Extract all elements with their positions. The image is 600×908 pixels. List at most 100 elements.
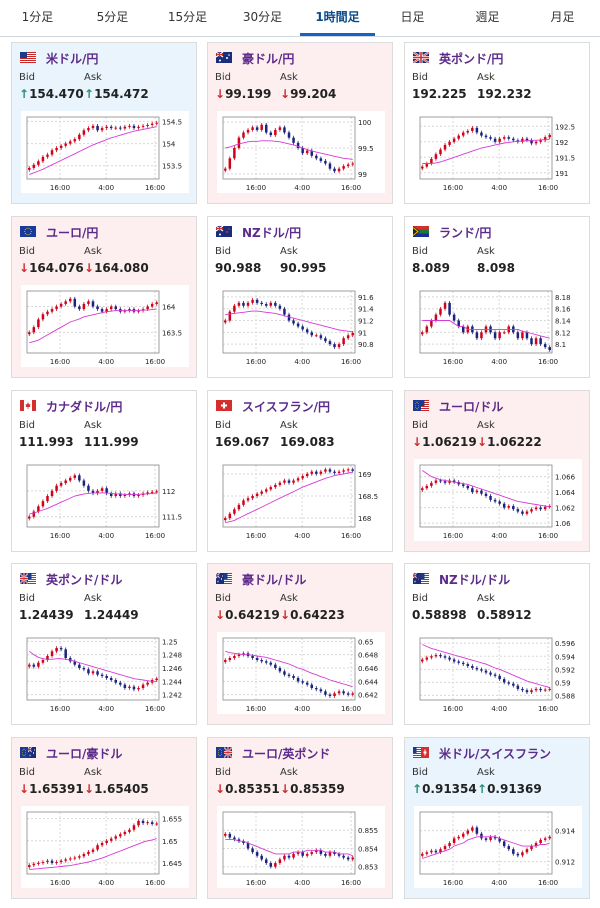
price-chart[interactable]: 154.5 154 153.5 16:00 4:00 16:00 — [21, 111, 189, 193]
candle-body — [516, 685, 520, 689]
candle-body — [319, 850, 323, 854]
price-chart[interactable]: 192.5 192 191.5 191 16:00 4:00 16:00 — [414, 111, 582, 193]
rate-card[interactable]: NZドル/円 Bid Ask 90.988 90.995 91.6 91.4 91.2 91 90… — [207, 216, 393, 378]
price-chart[interactable]: 1.25 1.248 1.246 1.244 1.242 16:00 4:00 16:00 — [21, 632, 189, 714]
price-chart[interactable]: 91.6 91.4 91.2 91 90.8 16:00 4:00 16:00 — [217, 285, 385, 367]
candle-body — [534, 507, 538, 510]
tab-3[interactable]: 30分足 — [242, 10, 283, 24]
candle-body — [421, 853, 424, 856]
x-tick-label: 4:00 — [98, 358, 114, 366]
rate-card[interactable]: NZドル/ドル Bid Ask 0.58898 0.58912 0.596 0.594 0.5… — [404, 563, 590, 725]
candle-body — [246, 498, 250, 501]
rate-card[interactable]: 米ドル/スイスフラン Bid Ask ↑0.91354 ↑0.91369 0.914 0.9… — [404, 737, 590, 899]
currency-pair-label[interactable]: ランド/円 — [439, 226, 492, 240]
currency-pair-label[interactable]: NZドル/ドル — [439, 573, 511, 587]
price-chart[interactable]: 1.066 1.064 1.062 1.06 16:00 4:00 16:00 — [414, 459, 582, 541]
currency-pair-label[interactable]: ユーロ/豪ドル — [46, 747, 123, 761]
candle-body — [82, 668, 86, 670]
price-chart[interactable]: 0.855 0.854 0.853 16:00 4:00 16:00 — [217, 806, 385, 888]
ask-value: ↓0.64223 — [280, 608, 345, 622]
arrow-down-icon: ↓ — [19, 261, 30, 275]
currency-pair-label[interactable]: カナダドル/円 — [46, 400, 123, 414]
price-chart[interactable]: 0.65 0.648 0.646 0.644 0.642 16:00 4:00 16:00 — [217, 632, 385, 714]
arrow-down-icon: ↓ — [412, 435, 423, 449]
currency-pair-label[interactable]: スイスフラン/円 — [242, 400, 331, 414]
candle-body — [68, 141, 72, 144]
candle-body — [493, 836, 497, 839]
currency-pair-label[interactable]: ユーロ/ドル — [439, 400, 504, 414]
currency-pair-label[interactable]: ユーロ/英ポンド — [242, 747, 331, 761]
tab-7[interactable]: 月足 — [550, 10, 575, 24]
tab-1[interactable]: 5分足 — [96, 10, 129, 24]
candle-body — [269, 487, 273, 490]
candle-body — [237, 839, 241, 842]
tab-0[interactable]: 1分足 — [21, 10, 54, 24]
candle-body — [421, 488, 424, 491]
rate-card[interactable]: カナダドル/円 Bid Ask 111.993 111.999 112 111.5 16:00… — [11, 390, 197, 552]
price-chart[interactable]: 112 111.5 16:00 4:00 16:00 — [21, 459, 189, 541]
currency-pair-label[interactable]: ユーロ/円 — [46, 226, 99, 240]
currency-pair-label[interactable]: 豪ドル/ドル — [242, 573, 307, 587]
candle-body — [82, 854, 86, 857]
tab-5[interactable]: 日足 — [400, 10, 425, 24]
candle-body — [346, 164, 350, 167]
candle-body — [421, 659, 424, 662]
candle-body — [498, 332, 501, 339]
rate-card[interactable]: ユーロ/ドル Bid Ask ↓1.06219 ↓1.06222 1.066 1.064 1.… — [404, 390, 590, 552]
price-chart[interactable]: 8.18 8.16 8.14 8.12 8.1 16:00 4:00 16:00 — [414, 285, 582, 367]
candle-body — [109, 126, 113, 129]
candle-body — [55, 148, 58, 151]
price-chart[interactable]: 100 99.5 99 16:00 4:00 16:00 — [217, 111, 385, 193]
plot-frame — [26, 116, 160, 180]
rate-card[interactable]: ユーロ/豪ドル Bid Ask ↓1.65391 ↓1.65405 1.655 1.65 1.… — [11, 737, 197, 899]
plot-frame — [26, 290, 160, 354]
candle-body — [448, 141, 451, 145]
candle-body — [73, 298, 77, 307]
y-tick-label: 0.592 — [555, 666, 575, 674]
currency-pair-label[interactable]: 米ドル/スイスフラン — [439, 747, 552, 761]
currency-pair-label[interactable]: 英ポンド/ドル — [46, 573, 123, 587]
flag-icon — [413, 52, 429, 63]
currency-pair-label[interactable]: 英ポンド/円 — [439, 52, 504, 66]
price-chart[interactable]: 164 163.5 16:00 4:00 16:00 — [21, 285, 189, 367]
rate-card[interactable]: 英ポンド/円 Bid Ask 192.225 192.232 192.5 192 191.5 1… — [404, 42, 590, 204]
price-chart[interactable]: 0.596 0.594 0.592 0.59 0.588 16:00 4:00 16:00 — [414, 632, 582, 714]
flag-icon — [216, 747, 232, 758]
candle-body — [242, 132, 245, 138]
candle-body — [128, 309, 131, 311]
tab-2[interactable]: 15分足 — [167, 10, 208, 24]
rate-card[interactable]: スイスフラン/円 Bid Ask 169.067 169.083 169 168.5 168 1… — [207, 390, 393, 552]
x-tick-label: 16:00 — [538, 184, 558, 192]
currency-pair-label[interactable]: 米ドル/円 — [46, 52, 99, 66]
currency-pair-label[interactable]: NZドル/円 — [242, 226, 302, 240]
rate-card[interactable]: ユーロ/円 Bid Ask ↓164.076 ↓164.080 164 163.5 16:00… — [11, 216, 197, 378]
candle-body — [283, 671, 286, 675]
tab-6[interactable]: 週足 — [475, 10, 500, 24]
price-chart[interactable]: 1.655 1.65 1.645 16:00 4:00 16:00 — [21, 806, 189, 888]
x-tick-label: 4:00 — [491, 184, 507, 192]
tab-4[interactable]: 1時間足 — [300, 0, 375, 36]
candle-body — [100, 488, 104, 491]
candle-body — [525, 690, 529, 693]
currency-pair-label[interactable]: 豪ドル/円 — [242, 52, 295, 66]
candle-body — [301, 476, 304, 479]
candle-body — [342, 470, 345, 472]
candle-body — [46, 496, 49, 502]
bid-number: 1.65391 — [29, 782, 84, 796]
candle-body — [548, 134, 551, 138]
rate-card[interactable]: 英ポンド/ドル Bid Ask 1.24439 1.24449 1.25 1.248 1.24… — [11, 563, 197, 725]
candle-body — [264, 661, 268, 663]
price-chart[interactable]: 169 168.5 168 16:00 4:00 16:00 — [217, 459, 385, 541]
rate-card[interactable]: 豪ドル/ドル Bid Ask ↓0.64219 ↓0.64223 0.65 0.648 0.6… — [207, 563, 393, 725]
rate-card[interactable]: ユーロ/英ポンド Bid Ask ↓0.85351 ↓0.85359 0.855 0.854… — [207, 737, 393, 899]
candle-body — [128, 125, 131, 127]
candle-body — [233, 509, 236, 514]
candle-body — [251, 848, 254, 853]
candle-body — [146, 822, 149, 824]
bid-value: ↓0.64219 — [215, 608, 280, 622]
price-chart[interactable]: 0.914 0.912 16:00 4:00 16:00 — [414, 806, 582, 888]
rate-card[interactable]: 米ドル/円 Bid Ask ↑154.470 ↑154.472 154.5 154 153.5… — [11, 42, 197, 204]
rate-card[interactable]: ランド/円 Bid Ask 8.089 8.098 8.18 8.16 8.14 8.12 8.1… — [404, 216, 590, 378]
ask-label: Ask — [84, 72, 102, 83]
rate-card[interactable]: 豪ドル/円 Bid Ask ↓99.199 ↓99.204 100 99.5 99 16:00 4… — [207, 42, 393, 204]
